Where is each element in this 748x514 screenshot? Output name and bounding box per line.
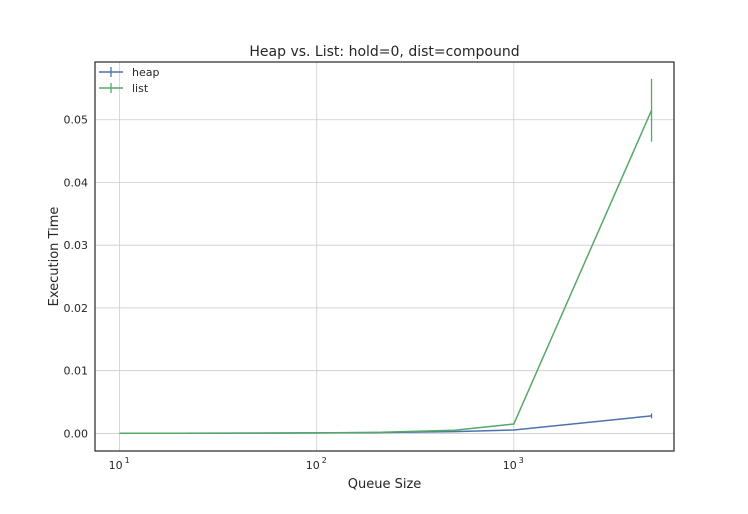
x-tick-label: 10	[306, 459, 320, 472]
legend: heap list	[99, 66, 159, 95]
series-layer	[119, 78, 653, 435]
y-tick-label: 0.02	[64, 302, 89, 315]
legend-item-list: list	[99, 82, 149, 95]
legend-label: list	[132, 82, 149, 95]
chart-title: Heap vs. List: hold=0, dist=compound	[249, 44, 519, 60]
y-tick-label: 0.01	[64, 365, 89, 378]
x-tick-exponent: 1	[125, 456, 130, 465]
legend-item-heap: heap	[99, 66, 159, 79]
y-axis-label: Execution Time	[47, 207, 62, 307]
y-tick-label: 0.05	[64, 114, 89, 127]
legend-label: heap	[132, 66, 159, 79]
y-tick-label: 0.03	[64, 239, 89, 252]
y-axis-ticks: 0.00 0.01 0.02 0.03 0.04 0.05	[64, 114, 89, 441]
x-tick-label: 10	[503, 459, 517, 472]
series-line-list	[119, 110, 653, 435]
x-axis-ticks: 10 1 10 2 10 3	[109, 456, 524, 472]
y-tick-label: 0.04	[64, 176, 89, 189]
x-tick-label: 10	[109, 459, 123, 472]
y-tick-label: 0.00	[64, 427, 89, 440]
x-tick-exponent: 2	[322, 456, 327, 465]
x-axis-label: Queue Size	[348, 477, 422, 492]
series-list	[119, 78, 653, 435]
x-tick-exponent: 3	[519, 456, 524, 465]
plot-frame	[94, 61, 675, 452]
